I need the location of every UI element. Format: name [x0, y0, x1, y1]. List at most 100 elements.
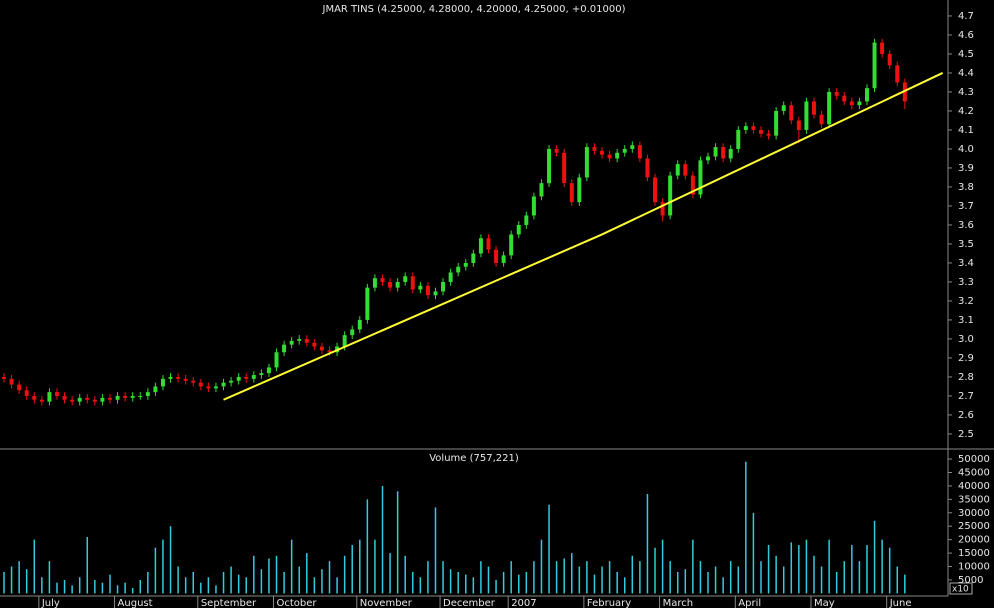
volume-bar: [162, 539, 164, 594]
candle-body: [17, 384, 22, 391]
volume-bar: [306, 553, 308, 594]
volume-bar: [253, 555, 255, 594]
volume-bar: [351, 545, 353, 594]
candle-body: [304, 338, 309, 343]
volume-bar: [692, 539, 694, 594]
volume-bar: [790, 542, 793, 594]
candle-body: [92, 399, 97, 402]
candle-body: [827, 91, 832, 125]
volume-bar: [169, 526, 172, 594]
x-tick-label: November: [360, 598, 413, 608]
volume-bar: [684, 569, 687, 594]
volume-bar: [813, 555, 815, 594]
x-tick-label: June: [889, 598, 912, 608]
volume-bar: [745, 461, 747, 594]
candle-body: [77, 397, 82, 402]
volume-bar: [676, 571, 679, 594]
candle-body: [547, 148, 552, 184]
candle-body: [600, 150, 605, 155]
volume-bar: [381, 485, 384, 594]
candle-body: [160, 378, 165, 387]
candle-body: [176, 376, 181, 379]
volume-bar: [881, 539, 883, 594]
volume-bar: [56, 582, 58, 594]
volume-bar: [608, 561, 611, 594]
volume-bar: [41, 577, 43, 594]
volume-bar: [101, 582, 104, 594]
volume-bar: [510, 561, 512, 594]
volume-bar: [654, 547, 656, 594]
volume-bar: [487, 566, 490, 594]
volume-bar: [366, 499, 369, 594]
volume-bar: [729, 561, 732, 594]
volume-bar: [268, 558, 270, 594]
volume-bar: [33, 539, 36, 594]
y-tick-label: 2.6: [958, 410, 974, 421]
candle-body: [811, 101, 816, 115]
volume-bar: [237, 574, 240, 594]
volume-bar: [767, 545, 770, 594]
y-tick-label: 3.5: [958, 239, 974, 250]
volume-bar: [321, 569, 323, 594]
candle-body: [592, 147, 597, 151]
volume-bar: [63, 579, 66, 594]
volume-bar: [495, 579, 497, 594]
y-tick-label: 3.8: [958, 182, 974, 193]
volume-bar: [215, 585, 217, 594]
volume-bar: [298, 566, 300, 594]
volume-y-tick-label: 50000: [958, 454, 990, 465]
volume-bar: [184, 577, 187, 594]
y-tick-label: 4.3: [958, 87, 974, 98]
candle-body: [70, 399, 75, 402]
volume-bar: [593, 574, 596, 594]
candle-body: [781, 105, 786, 111]
volume-bar: [200, 582, 202, 594]
volume-bar: [275, 555, 278, 594]
y-tick-label: 4.7: [958, 11, 974, 22]
volume-bar: [290, 539, 293, 594]
candle-body: [751, 126, 756, 130]
candle-body: [834, 91, 839, 96]
volume-bar: [71, 585, 73, 594]
volume-bar: [571, 553, 573, 594]
volume-bar: [722, 577, 724, 594]
candle-body: [448, 272, 453, 282]
volume-bar: [480, 561, 482, 594]
volume-bar: [646, 493, 649, 594]
volume-bar: [427, 561, 429, 594]
candle-body: [494, 249, 499, 263]
volume-y-tick-label: 30000: [958, 508, 990, 519]
volume-bar: [866, 545, 868, 594]
candle-body: [123, 395, 128, 398]
x-tick-label: May: [814, 598, 835, 608]
candle-body: [857, 101, 862, 106]
candle-body: [683, 164, 688, 176]
volume-bar: [563, 558, 565, 594]
volume-bar: [154, 547, 157, 594]
x-tick-label: October: [277, 598, 318, 608]
candle-body: [357, 319, 362, 330]
candle-body: [584, 147, 589, 178]
x-tick-label: 2007: [511, 598, 536, 608]
candle-body: [372, 278, 377, 288]
volume-y-tick-label: 40000: [958, 481, 990, 492]
y-tick-label: 3.9: [958, 163, 974, 174]
candle-body: [463, 262, 468, 267]
volume-y-tick-label: 20000: [958, 535, 990, 546]
candle-body: [713, 147, 718, 157]
candle-body: [297, 338, 302, 341]
candle-body: [24, 390, 29, 396]
volume-bar: [124, 582, 126, 594]
candle-body: [569, 183, 574, 203]
volume-bar: [283, 571, 285, 594]
candle-body: [501, 255, 506, 263]
volume-bar: [434, 507, 437, 594]
multiplier-label: x10: [952, 585, 969, 595]
volume-bar: [222, 571, 225, 594]
volume-bar: [540, 539, 543, 594]
candle-body: [403, 276, 408, 282]
volume-bar: [207, 577, 210, 594]
volume-bar: [661, 539, 664, 594]
